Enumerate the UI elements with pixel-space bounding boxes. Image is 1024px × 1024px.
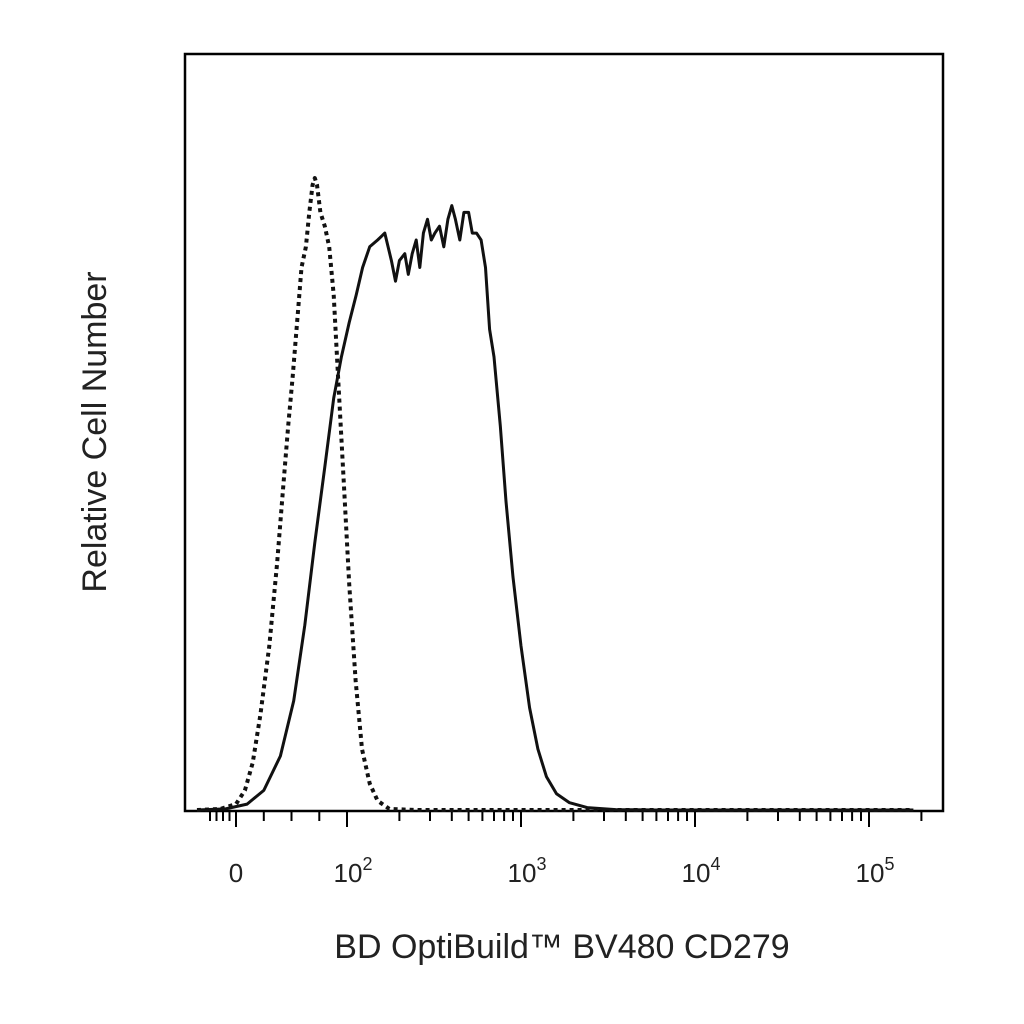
x-tick-label: 0 — [229, 858, 243, 888]
y-axis-label: Relative Cell Number — [76, 271, 114, 592]
x-axis-tick-labels: 0 102 103 104 105 — [229, 854, 895, 888]
x-tick-label: 105 — [856, 854, 895, 888]
histogram-series-dotted — [196, 176, 914, 812]
x-axis-ticks — [209, 811, 923, 827]
histogram-series-solid — [196, 204, 914, 812]
x-axis-label: BD OptiBuild™ BV480 CD279 — [334, 928, 789, 966]
x-tick-label: 104 — [682, 854, 721, 888]
series-layer — [196, 176, 914, 812]
x-tick-label: 102 — [334, 854, 373, 888]
x-tick-label: 103 — [508, 854, 547, 888]
